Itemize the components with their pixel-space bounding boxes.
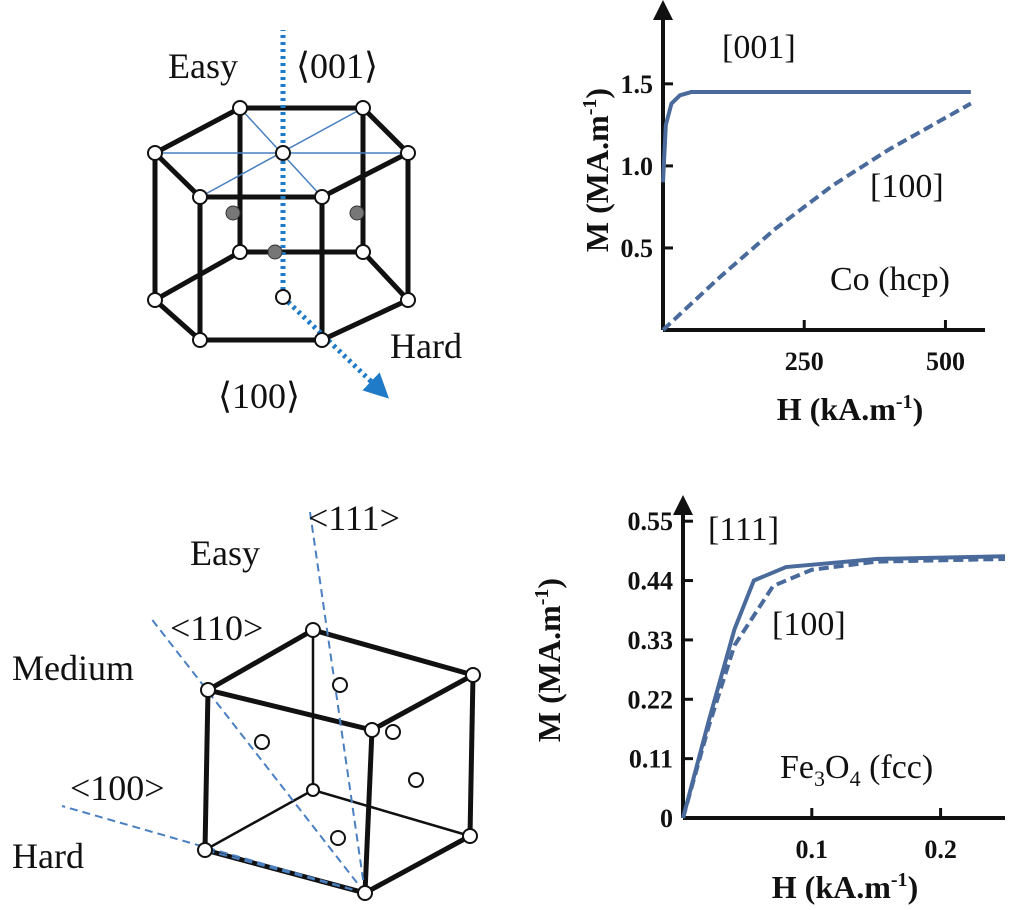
axis-label: <100> xyxy=(70,768,165,808)
y-tick-label: 1.0 xyxy=(621,152,654,181)
x-axis-label-end: ) xyxy=(908,869,919,905)
y-axis-label-sup: -1 xyxy=(579,99,601,116)
y-tick-label: 0.44 xyxy=(628,567,674,596)
y-tick-label: 0 xyxy=(660,804,673,833)
x-axis-label: H (kA.m-1) xyxy=(777,391,923,427)
y-axis-label: M (MA.m-1) xyxy=(531,578,567,742)
series-line xyxy=(681,554,1006,819)
axis-label: <110> xyxy=(170,608,263,648)
y-axis-label-text: M (MA.m xyxy=(579,115,615,252)
series-line xyxy=(661,101,972,332)
x-axis-label-text: H (kA.m xyxy=(772,869,891,905)
y-tick-label: 0.11 xyxy=(629,745,673,774)
easy-label: Easy xyxy=(168,46,238,86)
y-tick-label: 0.22 xyxy=(628,685,674,714)
y-tick-label: 0.33 xyxy=(628,626,674,655)
annotation-part: 3 xyxy=(814,766,825,791)
y-axis-label-text: M (MA.m xyxy=(531,605,567,742)
y-tick-label: 1.5 xyxy=(621,70,654,99)
annotation: Fe3O4 (fcc) xyxy=(780,749,933,791)
annotation-part: (fcc) xyxy=(861,749,934,786)
x-tick-label: 0.2 xyxy=(924,835,957,864)
y-tick-label: 0.55 xyxy=(628,507,674,536)
annotation: Co (hcp) xyxy=(830,261,950,298)
x-axis-label-end: ) xyxy=(913,391,924,427)
y-tick-label: 0.5 xyxy=(621,234,654,263)
annotation-part: Fe xyxy=(780,749,814,786)
y-axis-label-end: ) xyxy=(579,88,615,99)
series-label: [111] xyxy=(708,511,779,548)
x-tick-label: 0.1 xyxy=(796,835,829,864)
axis-label: <111> xyxy=(308,498,400,538)
annotation-part: O xyxy=(825,749,850,786)
annotation-part: Co (hcp) xyxy=(830,261,950,298)
y-axis-label: M (MA.m-1) xyxy=(579,88,615,252)
x-axis-label-text: H (kA.m xyxy=(777,391,896,427)
series-line xyxy=(681,556,1006,819)
hard-label: Hard xyxy=(12,836,84,876)
y-axis-label-end: ) xyxy=(531,578,567,589)
x-tick-label: 500 xyxy=(926,347,965,376)
hcp-diagram: Easy ⟨001⟩ Hard ⟨100⟩ xyxy=(147,30,462,416)
annotation-part: 4 xyxy=(850,766,861,791)
x-tick-label: 250 xyxy=(785,347,824,376)
series-label: [100] xyxy=(772,606,846,643)
x-axis-label-sup: -1 xyxy=(896,391,913,413)
series-label: [001] xyxy=(722,29,796,66)
axis-label: ⟨100⟩ xyxy=(218,376,300,416)
series-line xyxy=(661,90,971,183)
y-axis-label-sup: -1 xyxy=(531,589,553,606)
fcc-diagram: <111> Easy <110> Medium <100> Hard xyxy=(12,498,481,901)
medium-label: Medium xyxy=(12,648,134,688)
x-axis-label: H (kA.m-1) xyxy=(772,869,918,905)
series-label: [100] xyxy=(870,168,944,205)
hard-label: Hard xyxy=(390,326,462,366)
x-axis-label-sup: -1 xyxy=(891,869,908,891)
easy-label: Easy xyxy=(190,533,260,573)
axis-label: ⟨001⟩ xyxy=(296,46,378,86)
